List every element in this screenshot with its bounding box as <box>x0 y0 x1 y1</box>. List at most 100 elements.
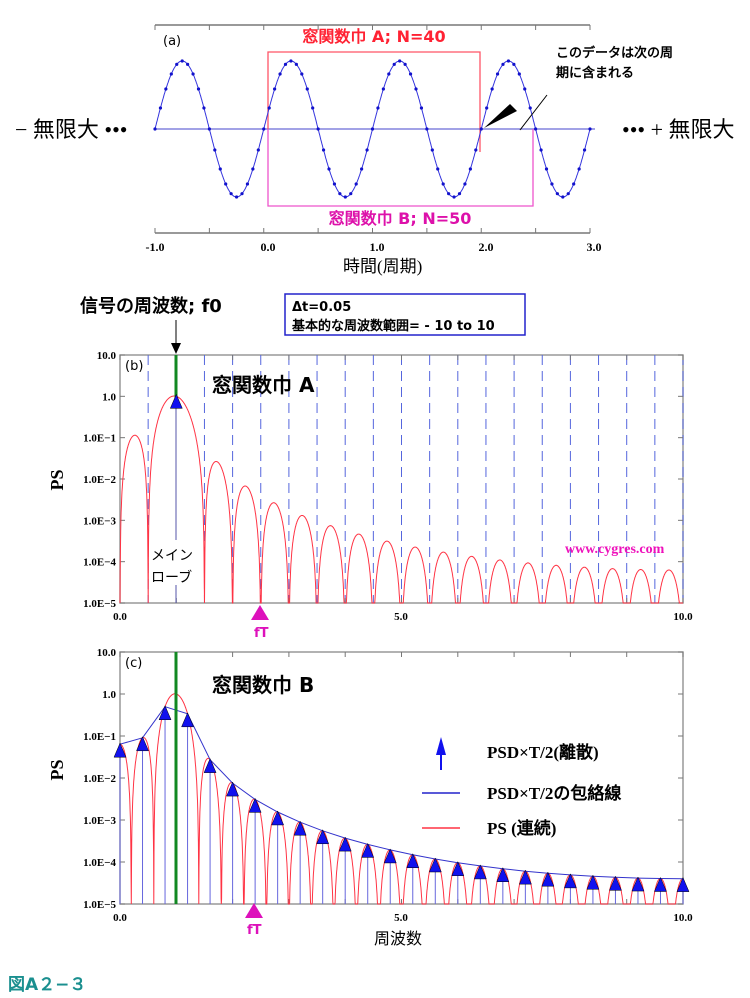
x-tick-label: 10.0 <box>673 611 693 623</box>
sample-point <box>311 106 315 110</box>
discrete-psd-marker <box>203 758 217 773</box>
y-tick-label: 1.0E−1 <box>83 731 116 743</box>
panel-a-tag: (a) <box>163 34 181 49</box>
sample-point <box>577 167 581 171</box>
sample-point <box>468 167 472 171</box>
panel-c-frame <box>119 651 684 905</box>
sample-point <box>572 182 576 186</box>
x-tick-label: 2.0 <box>479 240 494 254</box>
sample-point <box>316 127 320 131</box>
info-box <box>284 293 526 336</box>
discrete-psd-marker <box>654 876 667 892</box>
signal-arrow-icon <box>171 343 181 354</box>
legend-label-ps: PS (連続) <box>487 818 556 838</box>
x-tick-label: 5.0 <box>394 611 408 623</box>
sample-point <box>501 62 505 66</box>
sample-point <box>512 62 516 66</box>
psd-envelope-line <box>119 706 684 880</box>
panel-b-title: 窓関数巾 A <box>212 373 315 397</box>
sample-point <box>300 72 304 76</box>
discrete-psd-marker <box>586 874 600 890</box>
sample-point <box>234 195 239 199</box>
y-tick-label: 1.0E−4 <box>83 857 116 869</box>
sample-point <box>278 72 282 76</box>
sample-point <box>196 87 201 91</box>
sample-point <box>381 87 385 91</box>
y-tick-label: 1.0 <box>102 689 116 701</box>
x-tick-label: 5.0 <box>394 912 408 924</box>
window-b-label: 窓関数巾 B; N=50 <box>329 209 472 228</box>
y-tick-label: 1.0E−3 <box>83 815 116 827</box>
ft-marker-icon <box>245 903 263 918</box>
sample-point <box>452 195 456 199</box>
sample-point <box>332 182 337 186</box>
sample-point <box>360 167 364 171</box>
discrete-psd-marker <box>383 848 397 864</box>
sample-point <box>414 87 418 91</box>
sample-point <box>441 182 445 186</box>
panel-c-title: 窓関数巾 B <box>212 673 314 697</box>
discrete-psd-marker <box>248 797 262 813</box>
sample-point <box>240 192 244 196</box>
sample-point <box>158 106 163 110</box>
discrete-psd-marker <box>158 705 172 720</box>
sample-point <box>305 87 309 91</box>
sample-point <box>419 106 424 110</box>
sample-point <box>561 195 565 199</box>
x-axis-title: 周波数 <box>374 930 422 948</box>
sample-point <box>153 127 157 131</box>
sample-point <box>370 127 375 131</box>
annotation-leader <box>519 94 548 131</box>
mainlobe-label-2: ローブ <box>151 569 192 586</box>
legend-label-envelope: PSD×T/2の包絡線 <box>487 783 621 803</box>
sample-point <box>327 167 331 171</box>
discrete-psd-marker <box>428 857 442 873</box>
sample-point <box>207 127 211 131</box>
discrete-psd-marker <box>564 873 577 889</box>
sample-point <box>555 192 559 196</box>
discrete-psd-marker <box>541 871 555 887</box>
sample-point <box>495 72 500 76</box>
sample-point <box>436 167 440 171</box>
sample-point <box>191 72 195 76</box>
legend-label-discrete: PSD×T/2(離散) <box>487 742 599 762</box>
y-tick-label: 1.0 <box>102 391 116 403</box>
plus-infinity-label: ••• + 無限大 <box>622 117 735 142</box>
sample-point <box>425 127 429 131</box>
discrete-psd-marker <box>169 393 183 409</box>
sample-point <box>289 59 293 63</box>
discrete-psd-marker <box>338 836 352 852</box>
annotation-line-1: このデータは次の周 <box>556 45 673 61</box>
legend-arrow-icon <box>436 737 446 755</box>
sample-point <box>202 106 206 110</box>
discrete-psd-marker <box>226 781 239 797</box>
x-tick-label: 3.0 <box>587 240 602 254</box>
sample-point <box>506 59 511 63</box>
sample-point <box>392 62 396 66</box>
x-tick-label: 10.0 <box>673 912 693 924</box>
sample-point <box>398 59 402 63</box>
annotation-arrow-icon <box>484 104 517 128</box>
mainlobe-label-1: メイン <box>151 548 193 564</box>
discrete-psd-marker <box>271 810 285 826</box>
sample-point <box>544 167 549 171</box>
sample-point <box>408 72 413 76</box>
y-tick-label: 1.0E−5 <box>83 598 116 610</box>
sample-point <box>463 182 467 186</box>
sample-point <box>273 87 277 91</box>
annotation-line-2: 期に含まれる <box>556 65 634 81</box>
y-tick-label: 10.0 <box>97 647 117 659</box>
panel-b: 信号の周波数; f0 Δt=0.05 基本的な周波数範囲= - 10 to 10… <box>47 293 693 641</box>
sample-point <box>582 148 587 152</box>
discrete-psd-marker <box>518 869 532 885</box>
sample-point <box>485 106 489 110</box>
discrete-psd-marker <box>496 867 510 882</box>
sample-point <box>447 192 451 196</box>
y-axis-title: PS <box>47 759 67 780</box>
sample-point <box>218 167 222 171</box>
sample-point <box>294 62 298 66</box>
discrete-psd-marker <box>406 853 420 869</box>
sample-point <box>365 148 369 152</box>
sample-point <box>343 195 347 199</box>
